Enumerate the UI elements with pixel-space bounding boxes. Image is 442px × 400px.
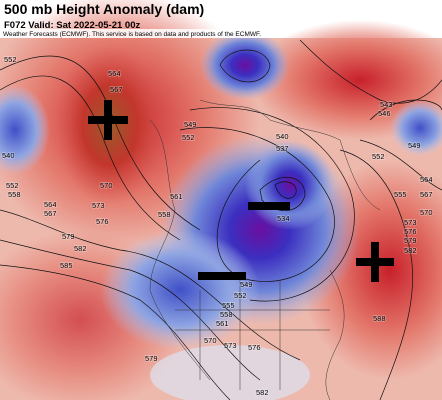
contour-label: 570 bbox=[100, 181, 113, 190]
contour-label: 573 bbox=[92, 201, 105, 210]
contour-label: 579 bbox=[62, 232, 75, 241]
contour-label: 543 bbox=[380, 100, 393, 109]
contour-label: 588 bbox=[373, 314, 386, 323]
contour-label: 576 bbox=[248, 343, 261, 352]
contour-label: 534 bbox=[277, 214, 290, 223]
contour-label: 552 bbox=[182, 133, 195, 142]
contour-label: 558 bbox=[8, 190, 21, 199]
contour-label: 576 bbox=[404, 227, 417, 236]
contour-label: 585 bbox=[60, 261, 73, 270]
contour-label: 558 bbox=[158, 210, 171, 219]
contour-labels: 5525645675705735765795825855645675585525… bbox=[1, 54, 433, 398]
contour-label: 555 bbox=[222, 301, 235, 310]
attribution: Weather Forecasts (ECMWF). This service … bbox=[3, 31, 261, 38]
anomaly bbox=[200, 30, 290, 100]
anomaly bbox=[390, 100, 442, 156]
contour-label: 555 bbox=[394, 190, 407, 199]
contour-label: 552 bbox=[372, 152, 385, 161]
title: 500 mb Height Anomaly (dam) bbox=[4, 1, 205, 17]
anomaly bbox=[100, 230, 260, 350]
contour-label: 552 bbox=[4, 55, 17, 64]
contour-label: 561 bbox=[170, 192, 183, 201]
anomaly-markers bbox=[88, 100, 394, 282]
contour-label: 570 bbox=[420, 208, 433, 217]
subtitle: F072 Valid: Sat 2022-05-21 00z bbox=[4, 20, 141, 31]
contour-label: 564 bbox=[420, 175, 433, 184]
contour-label: 558 bbox=[220, 310, 233, 319]
contour-label: 570 bbox=[204, 336, 217, 345]
attribution-box bbox=[0, 29, 272, 38]
contour-label: 564 bbox=[108, 69, 121, 78]
contour-label: 576 bbox=[96, 217, 109, 226]
contour-label: 567 bbox=[44, 209, 57, 218]
contour-label: 549 bbox=[408, 141, 421, 150]
contour-label: 582 bbox=[404, 246, 417, 255]
contour-label: 546 bbox=[378, 109, 391, 118]
contour-label: 579 bbox=[145, 354, 158, 363]
contour-label: 537 bbox=[276, 144, 289, 153]
contour-label: 549 bbox=[240, 280, 253, 289]
contour-label: 540 bbox=[2, 151, 15, 160]
contour-label: 540 bbox=[276, 132, 289, 141]
contour-label: 549 bbox=[184, 120, 197, 129]
coastlines bbox=[149, 99, 381, 400]
contour-label: 561 bbox=[216, 319, 229, 328]
contour-label: 567 bbox=[110, 85, 123, 94]
contour-label: 552 bbox=[234, 291, 247, 300]
contour-label: 567 bbox=[420, 190, 433, 199]
contour-label: 552 bbox=[6, 181, 19, 190]
contour-label: 564 bbox=[44, 200, 57, 209]
contour-label: 579 bbox=[404, 236, 417, 245]
contour-label: 582 bbox=[256, 388, 269, 397]
anomaly bbox=[0, 85, 50, 175]
contour-label: 573 bbox=[224, 341, 237, 350]
contour-label: 582 bbox=[74, 244, 87, 253]
contour-label: 573 bbox=[404, 218, 417, 227]
anomaly bbox=[150, 345, 310, 400]
